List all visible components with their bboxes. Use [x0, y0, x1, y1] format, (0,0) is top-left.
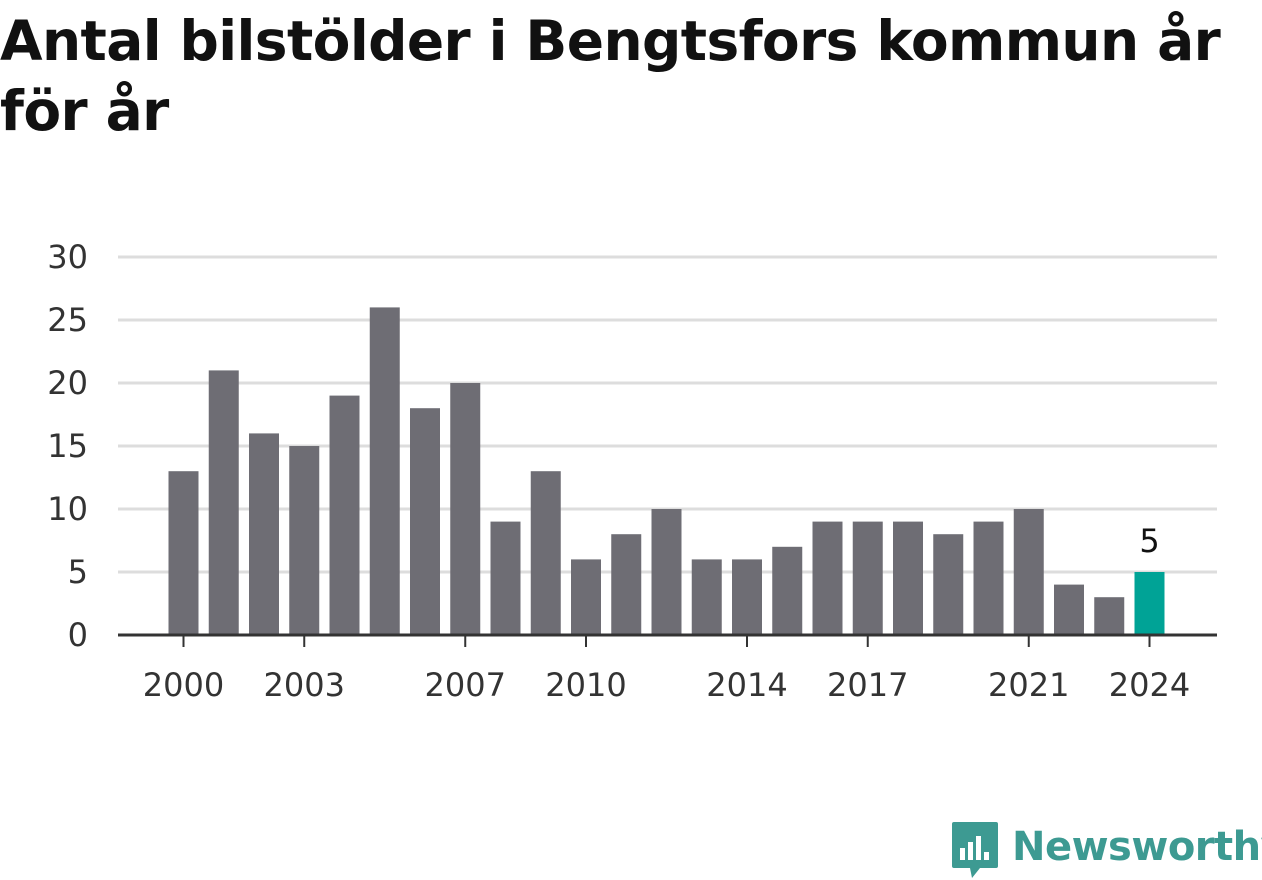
y-axis-labels: 0 5 10 15 20 25 30: [47, 238, 88, 654]
bar-2014: [732, 559, 762, 635]
x-axis-labels: 2000 2003 2007 2010 2014 2017 2021 2024: [143, 666, 1190, 704]
bar-2022: [1054, 584, 1084, 635]
y-tick-label-5: 5: [68, 553, 88, 591]
y-tick-label-25: 25: [47, 301, 88, 339]
x-tick-label-2024: 2024: [1109, 666, 1190, 704]
x-tick-label-2003: 2003: [264, 666, 345, 704]
bar-2015: [772, 546, 803, 635]
y-tick-label-0: 0: [68, 616, 88, 654]
bar-2006: [410, 408, 440, 635]
bar-2017: [852, 521, 883, 635]
bar-2008: [490, 521, 521, 635]
bar-2020: [973, 521, 1004, 635]
bar-2001: [208, 370, 239, 635]
data-label-2024: 5: [1139, 522, 1159, 560]
bar-2010: [571, 559, 601, 635]
x-axis: [118, 633, 1217, 647]
bar-chart: 0 5 10 15 20 25 30 2000 2003 2007 2010 2014 2017 202…: [47, 238, 1217, 704]
y-tick-label-10: 10: [47, 490, 88, 528]
newsworthy-chart-bubble-icon: [952, 822, 998, 878]
bar-2004: [329, 395, 360, 635]
bar-2016: [812, 521, 843, 635]
newsworthy-logo-text: Newsworthy: [1012, 824, 1262, 870]
bar-2009: [530, 471, 561, 635]
x-tick-label-2007: 2007: [425, 666, 506, 704]
bars: [168, 307, 1165, 635]
bar-2024: [1134, 572, 1165, 635]
bar-2002: [249, 433, 279, 635]
x-tick-label-2000: 2000: [143, 666, 224, 704]
x-tick-label-2010: 2010: [545, 666, 626, 704]
y-tick-label-30: 30: [47, 238, 88, 276]
bar-2011: [611, 534, 642, 635]
bar-2018: [893, 521, 923, 635]
x-tick-label-2014: 2014: [706, 666, 787, 704]
data-labels: 5: [1139, 522, 1159, 560]
bar-2005: [369, 307, 400, 635]
bar-2012: [651, 509, 682, 635]
chart-title: Antal bilstölder i Bengtsfors kommun år …: [0, 9, 1221, 143]
y-tick-label-20: 20: [47, 364, 88, 402]
bar-2021: [1013, 509, 1044, 635]
bar-2000: [168, 471, 199, 635]
x-tick-label-2017: 2017: [827, 666, 908, 704]
newsworthy-logo: Newsworthy: [950, 818, 1262, 880]
y-tick-label-15: 15: [47, 427, 88, 465]
bar-2003: [289, 446, 320, 635]
bar-2007: [450, 383, 481, 635]
bar-2013: [691, 559, 722, 635]
bar-2019: [933, 534, 964, 635]
bar-2023: [1094, 597, 1125, 635]
x-tick-label-2021: 2021: [988, 666, 1069, 704]
